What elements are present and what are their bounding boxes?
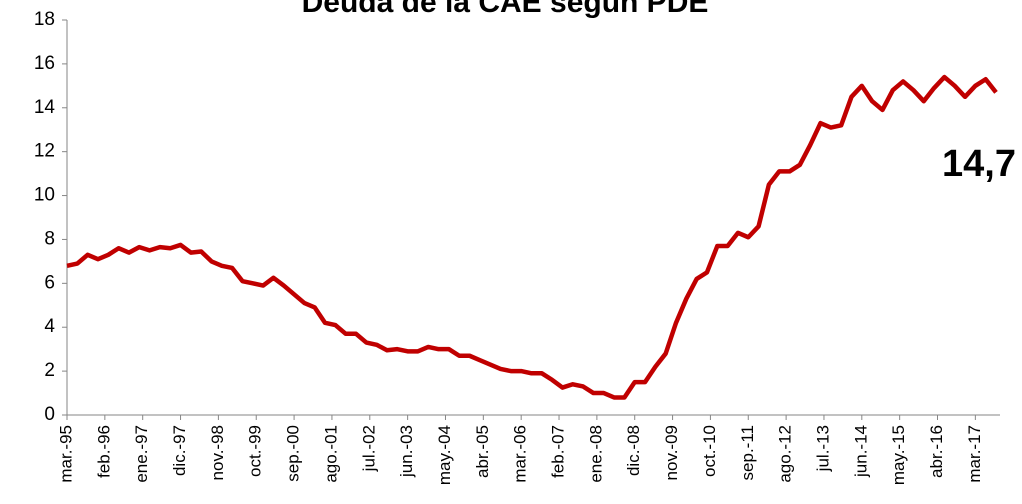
x-tick-label: feb.-96	[94, 425, 113, 478]
data-line	[66, 74, 998, 400]
x-tick-label: ago.-12	[776, 425, 795, 483]
x-tick-label: ago.-01	[321, 425, 340, 483]
y-tick-label: 6	[44, 272, 55, 293]
x-tick-label: abr.-05	[473, 425, 492, 478]
x-tick-label: oct.-10	[700, 425, 719, 477]
y-tick-label: 0	[44, 404, 55, 425]
x-tick-label: abr.-16	[927, 425, 946, 478]
y-tick-label: 12	[34, 141, 55, 162]
y-tick-label: 14	[34, 97, 56, 118]
x-tick-label: oct.-99	[246, 425, 265, 477]
y-tick-label: 16	[34, 53, 55, 74]
x-tick-label: mar.-95	[56, 425, 75, 483]
x-tick-label: nov.-09	[662, 425, 681, 480]
x-tick-label: jul.-13	[813, 425, 832, 472]
x-tick-label: jun.-03	[397, 425, 416, 478]
y-tick-label: 10	[34, 185, 55, 206]
x-tick-label: may.-04	[435, 425, 454, 485]
x-tick-label: jul.-02	[359, 425, 378, 472]
y-tick-label: 8	[44, 228, 55, 249]
annotation: 14,7	[942, 143, 1016, 185]
y-tick-label: 18	[34, 9, 55, 30]
x-tick-label: sep.-11	[738, 425, 757, 480]
x-tick-label: mar.-06	[511, 425, 530, 483]
x-tick-label: may.-15	[889, 425, 908, 485]
x-tick-label: mar.-17	[965, 425, 984, 483]
chart-title: Deuda de la CAE según PDE	[302, 0, 709, 19]
x-tick-label: feb.-07	[549, 425, 568, 478]
x-tick-label: ene.-08	[586, 425, 605, 483]
x-tick-label: nov.-98	[208, 425, 227, 480]
y-tick-label: 2	[44, 360, 55, 381]
x-tick-label: dic.-08	[624, 425, 643, 476]
x-tick-label: jun.-14	[851, 425, 870, 478]
y-tick-label: 4	[44, 316, 55, 337]
x-tick-label: sep.-00	[284, 425, 303, 482]
x-tick-label: ene.-97	[132, 425, 151, 483]
x-tick-label: dic.-97	[170, 425, 189, 476]
